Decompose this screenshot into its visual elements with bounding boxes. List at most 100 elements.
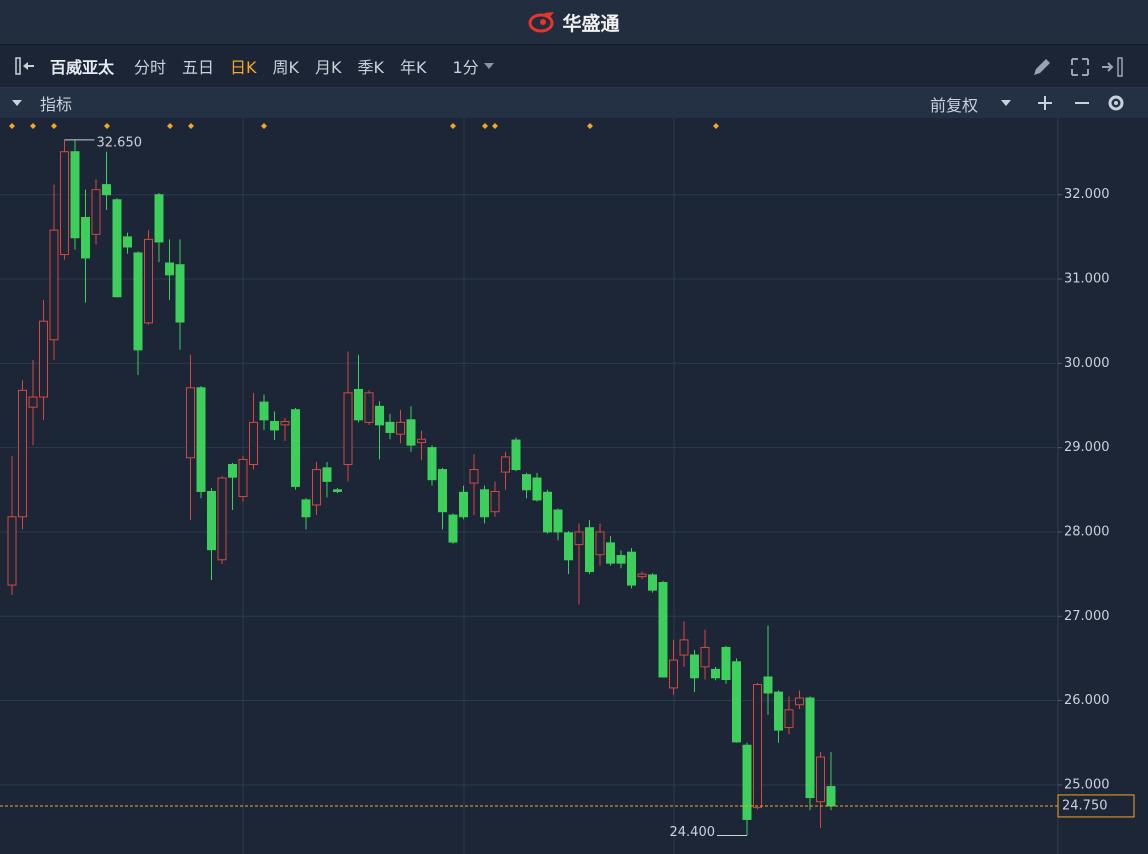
- candle-body: [511, 439, 521, 471]
- low-marker-label: 24.400: [670, 825, 716, 840]
- indicator-icons[interactable]: [995, 91, 1135, 115]
- candle-body: [606, 542, 615, 564]
- candle-body: [721, 646, 731, 680]
- high-marker-label: 32.650: [97, 135, 143, 150]
- candle-body: [70, 151, 80, 239]
- logo: [528, 12, 555, 33]
- candle-body: [417, 438, 426, 444]
- candle-body: [826, 786, 836, 807]
- candle-body: [396, 421, 405, 435]
- candle-body: [532, 477, 542, 501]
- candle-body: [133, 252, 143, 351]
- candle-body: [753, 684, 762, 809]
- candle-body: [291, 409, 300, 487]
- candle-body: [627, 551, 636, 586]
- candle-body: [60, 151, 69, 256]
- candle-body: [385, 421, 395, 433]
- candle-body: [763, 676, 773, 694]
- period-tab[interactable]: 日K: [230, 58, 257, 77]
- y-tick-label: 31.000: [1064, 272, 1110, 287]
- candle-body: [406, 419, 416, 446]
- candle-body: [354, 388, 363, 421]
- candle-body: [501, 456, 510, 473]
- candle-body: [18, 389, 27, 518]
- candle-body: [585, 527, 594, 573]
- candle-body: [616, 555, 626, 564]
- indicator-label[interactable]: 指标: [40, 95, 73, 114]
- candle-body: [259, 401, 269, 421]
- candle-body: [144, 238, 153, 324]
- y-tick-label: 25.000: [1064, 777, 1110, 792]
- candle-body: [91, 189, 101, 235]
- candle-body: [238, 458, 248, 498]
- candle-body: [658, 582, 668, 678]
- candle-body: [123, 236, 132, 248]
- candle-body: [711, 668, 720, 679]
- candle-body: [270, 421, 279, 431]
- candle-body: [154, 194, 164, 243]
- candle-body: [637, 573, 647, 578]
- collapse-icon[interactable]: [14, 55, 38, 77]
- candle-body: [490, 490, 500, 513]
- candle-body: [39, 320, 48, 398]
- interval-select[interactable]: 1分: [452, 58, 479, 77]
- candle-body: [543, 491, 552, 533]
- candle-body: [375, 405, 384, 426]
- candle-body: [249, 421, 258, 466]
- candle-body: [574, 531, 584, 546]
- y-tick-label: 32.000: [1064, 187, 1110, 202]
- period-tab[interactable]: 周K: [272, 58, 300, 77]
- candle-body: [343, 392, 353, 466]
- candle-body: [469, 469, 479, 484]
- candle-body: [196, 387, 206, 492]
- candle-body: [816, 756, 825, 803]
- adjust-select[interactable]: 前复权: [930, 96, 979, 115]
- candle-body: [228, 464, 237, 478]
- candle-body: [564, 532, 573, 561]
- candle-body: [700, 646, 710, 668]
- candle-body: [742, 744, 752, 820]
- period-tab[interactable]: 年K: [400, 58, 427, 77]
- candle-body: [795, 697, 804, 706]
- event-markers: [9, 123, 719, 129]
- candle-body: [312, 469, 321, 506]
- last-price-label: 24.750: [1062, 798, 1108, 813]
- candle-body: [669, 659, 678, 689]
- candle-body: [322, 467, 332, 482]
- dropdown-icon[interactable]: [479, 59, 499, 73]
- candle-body: [280, 421, 290, 426]
- candle-body: [28, 396, 38, 408]
- candle-body: [102, 184, 111, 196]
- indicator-bar: 指标 前复权: [0, 88, 1148, 118]
- candle-body: [648, 574, 657, 591]
- last-price-box: [1057, 794, 1135, 818]
- tool-icons[interactable]: [1030, 55, 1140, 79]
- candle-body: [175, 264, 185, 323]
- candle-body: [459, 491, 468, 518]
- symbol-name[interactable]: 百威亚太: [50, 58, 115, 77]
- period-tab[interactable]: 五日: [182, 58, 215, 77]
- candle-body: [427, 447, 437, 481]
- candle-body: [49, 229, 59, 341]
- candle-body: [732, 661, 741, 743]
- y-tick-label: 29.000: [1064, 440, 1110, 455]
- candle-body: [7, 516, 17, 586]
- period-tab[interactable]: 月K: [315, 58, 342, 77]
- y-tick-label: 26.000: [1064, 693, 1110, 708]
- toolbar: 百威亚太 分时 五日 日K 周K 月K 季K 年K 1分: [0, 45, 1148, 88]
- candle-body: [480, 489, 489, 518]
- candle-body: [553, 509, 563, 533]
- y-tick-label: 28.000: [1064, 524, 1110, 539]
- chart: 25.000 26.000 27.000 28.000 29.000 30.000 31.0…: [0, 118, 1135, 854]
- period-tab[interactable]: 分时: [134, 58, 167, 77]
- candle-body: [784, 709, 794, 729]
- indicator-toggle[interactable]: [8, 96, 28, 110]
- candle-body: [112, 199, 122, 298]
- candle-body: [333, 489, 342, 492]
- candle-body: [186, 387, 195, 459]
- candle-body: [448, 514, 458, 543]
- candle-body: [774, 691, 783, 731]
- candle-body: [438, 469, 447, 513]
- period-tab[interactable]: 季K: [357, 58, 385, 77]
